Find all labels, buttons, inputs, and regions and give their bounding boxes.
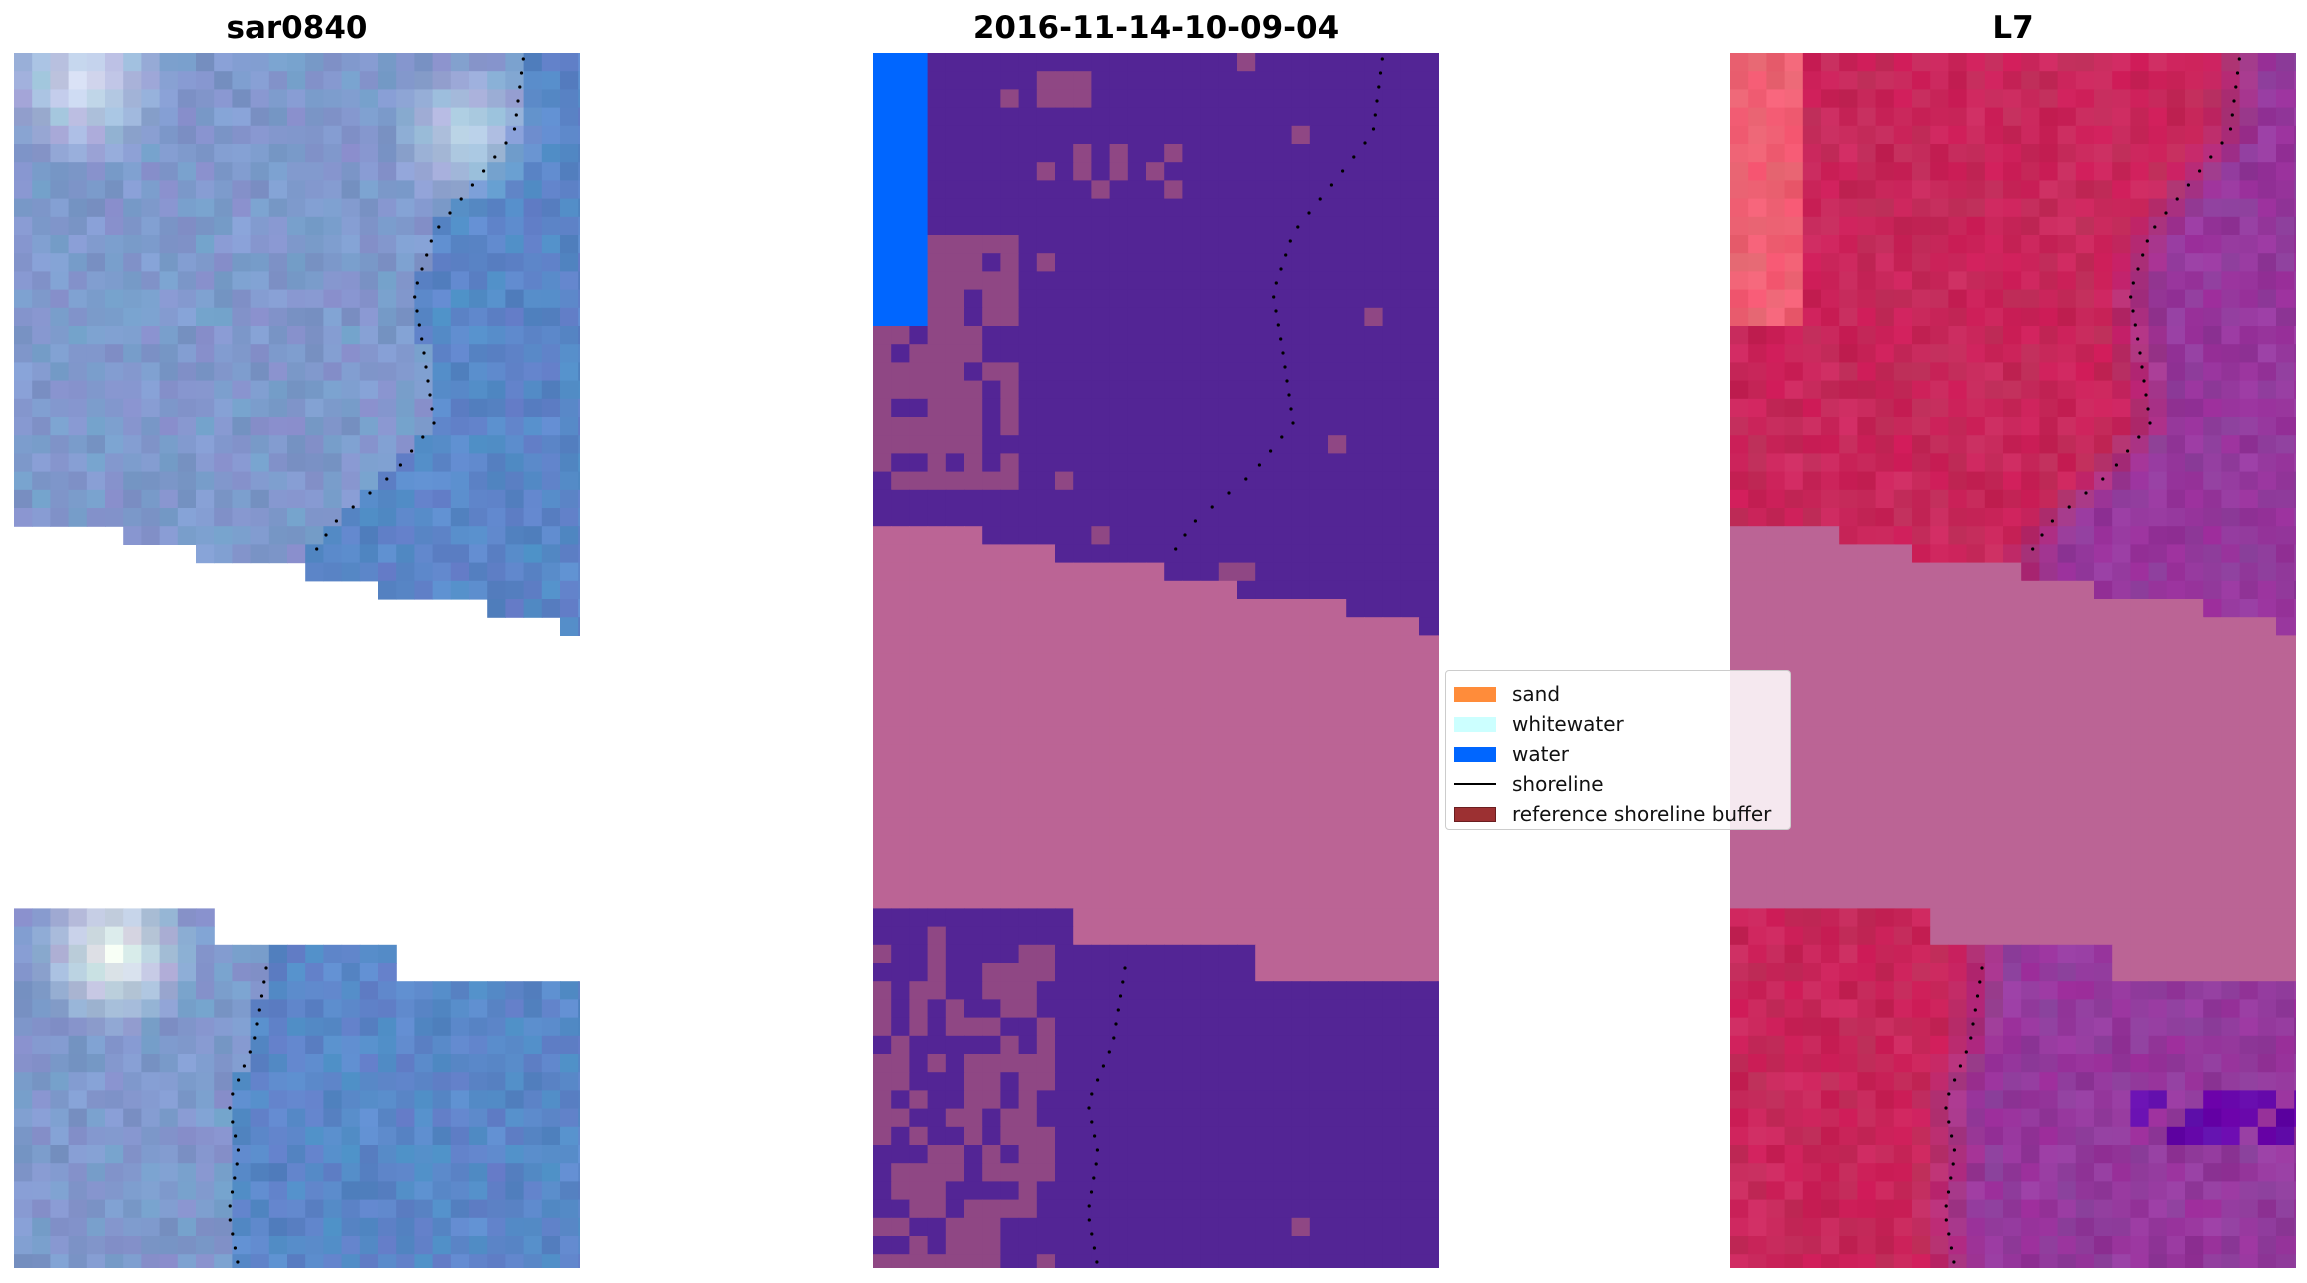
legend-swatch-buffer: [1454, 806, 1496, 822]
mndwi-image: [1730, 53, 2296, 1268]
legend-swatch-shoreline: [1454, 783, 1496, 785]
legend-label: reference shoreline buffer: [1512, 802, 1772, 826]
shoreline-dots: [228, 57, 525, 1264]
classified-image-panel: [873, 53, 1439, 1268]
mndwi-image-panel: [1730, 53, 2296, 1268]
legend-label: shoreline: [1512, 772, 1604, 796]
panel-title-classified: 2016-11-14-10-09-04: [972, 10, 1340, 46]
classified-image: [873, 53, 1439, 1268]
panel-title-mndwi: L7: [1992, 10, 2034, 46]
legend-item-water: water: [1454, 739, 1782, 769]
legend-item-whitewater: whitewater: [1454, 709, 1782, 739]
legend-item-reference-shoreline-buffer: reference shoreline buffer: [1454, 799, 1782, 829]
legend-swatch-sand: [1454, 686, 1496, 702]
classified-pixels: [873, 53, 1439, 1268]
legend-swatch-whitewater: [1454, 716, 1496, 732]
rgb-satellite-image: [14, 53, 580, 1268]
legend-label: whitewater: [1512, 712, 1624, 736]
legend-label: water: [1512, 742, 1569, 766]
mndwi-pixels: [1730, 53, 2296, 1268]
legend: sand whitewater water shoreline referenc…: [1445, 670, 1791, 830]
legend-item-sand: sand: [1454, 679, 1782, 709]
panel-title-rgb: sar0840: [226, 10, 368, 46]
legend-item-shoreline: shoreline: [1454, 769, 1782, 799]
legend-label: sand: [1512, 682, 1561, 706]
legend-swatch-water: [1454, 746, 1496, 762]
shoreline-dots: [1944, 57, 2241, 1264]
rgb-pixels: [14, 53, 580, 1268]
rgb-image-panel: [14, 53, 580, 1268]
shoreline-dots: [1087, 57, 1384, 1264]
